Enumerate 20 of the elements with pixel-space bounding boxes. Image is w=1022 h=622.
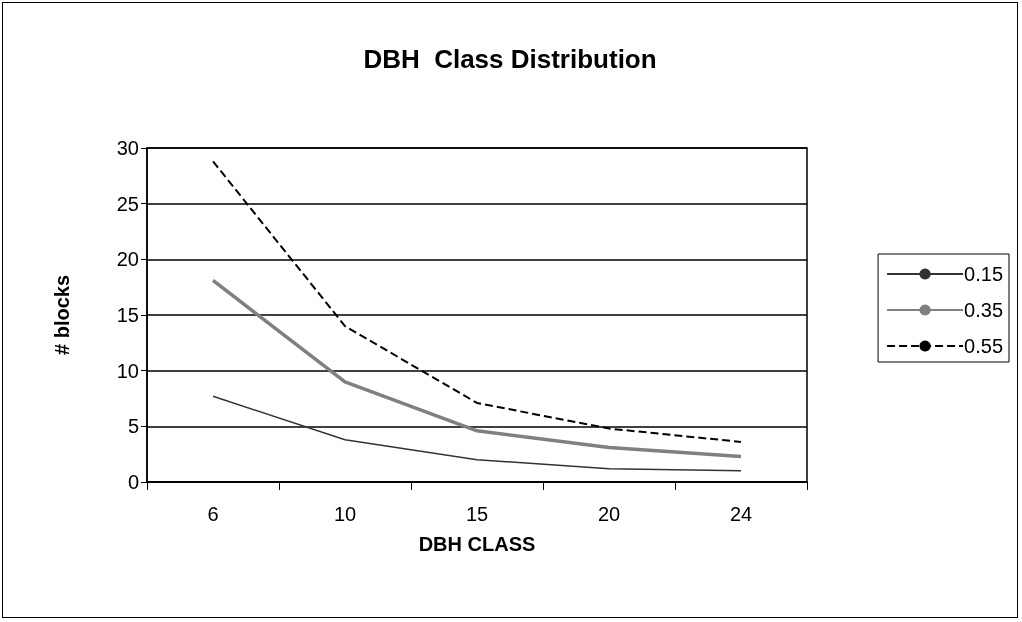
y-tick-label: 15 [116,304,139,326]
x-axis-title: DBH CLASS [418,533,536,555]
legend-label: 0.55 [964,335,1004,357]
line-series [211,278,743,459]
chart-title: DBH Class Distribution [363,44,657,74]
y-tick-label: 25 [116,192,139,215]
y-tick-label: 20 [116,248,139,271]
x-tick-label: 10 [333,503,357,525]
x-tick-label: 20 [597,503,621,525]
y-axis-title: # blocks [51,274,73,356]
y-tick-label: 0 [127,471,139,493]
x-tick-label: 24 [729,503,753,525]
legend-label: 0.35 [964,299,1004,321]
y-tick-label: 10 [116,359,139,382]
x-tick-label: 15 [465,503,489,525]
y-tick-label: 5 [127,415,139,438]
x-tick-label: 6 [207,503,219,525]
line-series [212,395,742,472]
legend-label: 0.15 [964,263,1004,285]
y-tick-label: 30 [116,137,139,159]
